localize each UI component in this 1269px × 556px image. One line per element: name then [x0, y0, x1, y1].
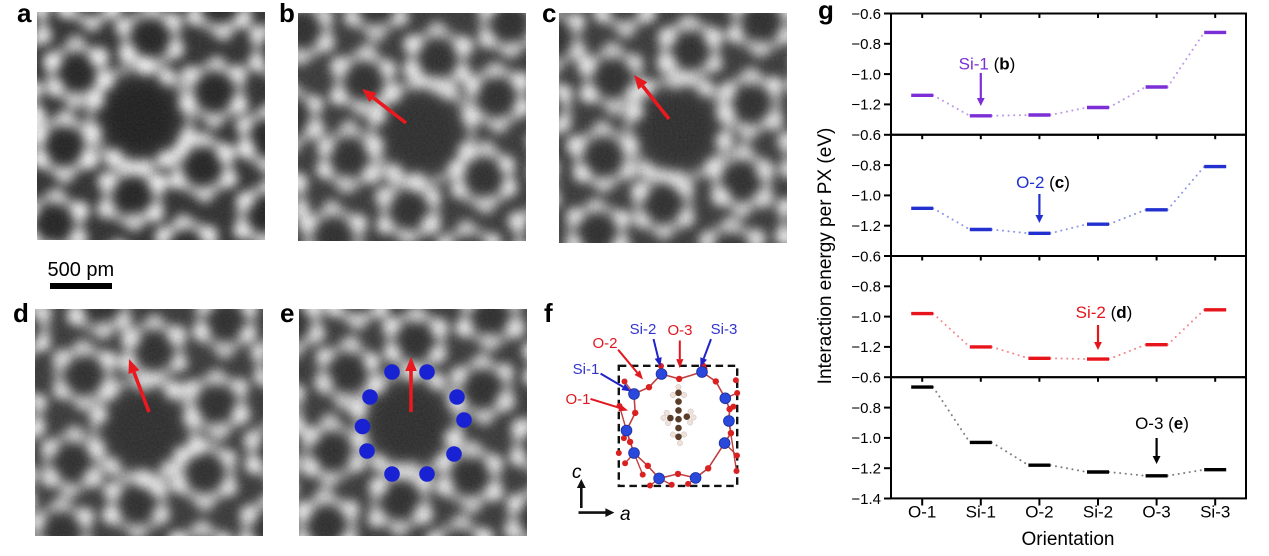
svg-text:−0.8: −0.8 — [851, 279, 881, 296]
svg-text:−0.6: −0.6 — [851, 248, 881, 265]
svg-text:Si-2 (d): Si-2 (d) — [1076, 303, 1133, 322]
svg-text:O-2: O-2 — [592, 335, 617, 352]
svg-text:Si-1 (b): Si-1 (b) — [959, 55, 1016, 74]
svg-text:−1.0: −1.0 — [851, 188, 881, 205]
svg-text:O-2 (c): O-2 (c) — [1016, 173, 1070, 192]
svg-text:−0.8: −0.8 — [851, 400, 881, 417]
svg-text:Si-3: Si-3 — [711, 321, 738, 338]
svg-text:Si-1: Si-1 — [966, 503, 996, 522]
svg-text:Interaction energy per PX (eV): Interaction energy per PX (eV) — [815, 128, 836, 385]
svg-text:−0.8: −0.8 — [851, 157, 881, 174]
svg-text:O-2: O-2 — [1025, 503, 1053, 522]
svg-text:−1.2: −1.2 — [851, 339, 881, 356]
svg-text:O-3: O-3 — [667, 322, 692, 339]
svg-text:Orientation: Orientation — [1022, 529, 1115, 550]
svg-text:−0.6: −0.6 — [851, 6, 881, 23]
svg-text:Si-2: Si-2 — [1083, 503, 1113, 522]
svg-text:−1.2: −1.2 — [851, 461, 881, 478]
svg-text:−0.8: −0.8 — [851, 36, 881, 53]
svg-text:−0.6: −0.6 — [851, 370, 881, 387]
svg-text:−1.2: −1.2 — [851, 97, 881, 114]
svg-text:−1.0: −1.0 — [851, 309, 881, 326]
svg-text:O-1: O-1 — [908, 503, 936, 522]
svg-text:c: c — [572, 462, 582, 483]
svg-text:Si-3: Si-3 — [1200, 503, 1230, 522]
svg-text:Si-1: Si-1 — [573, 361, 600, 378]
svg-text:O-3 (e): O-3 (e) — [1135, 414, 1189, 433]
svg-text:−0.6: −0.6 — [851, 127, 881, 144]
svg-text:O-3: O-3 — [1142, 503, 1170, 522]
svg-text:a: a — [620, 504, 631, 525]
svg-text:−1.0: −1.0 — [851, 66, 881, 83]
svg-text:Si-2: Si-2 — [630, 321, 657, 338]
svg-text:O-1: O-1 — [565, 391, 590, 408]
svg-text:−1.4: −1.4 — [851, 491, 881, 508]
svg-text:−1.2: −1.2 — [851, 218, 881, 235]
svg-text:−1.0: −1.0 — [851, 430, 881, 447]
